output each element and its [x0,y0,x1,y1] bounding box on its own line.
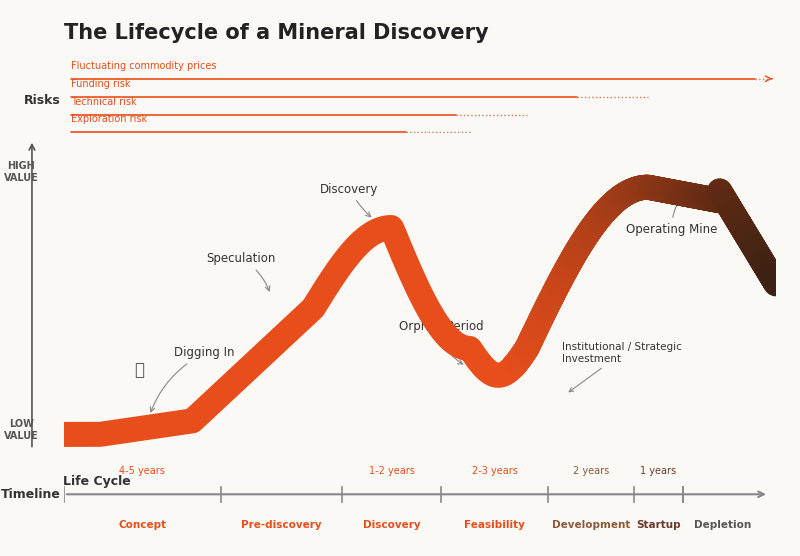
Text: 4-5 years: 4-5 years [119,466,166,476]
Text: Concept: Concept [118,520,166,530]
Text: Funding risk: Funding risk [71,79,130,89]
Text: 2-3 years: 2-3 years [472,466,518,476]
Text: Operating Mine: Operating Mine [626,198,718,236]
Text: Startup: Startup [636,520,681,530]
Text: Digging In: Digging In [150,346,235,412]
Text: Technical risk: Technical risk [71,97,137,107]
Text: The Lifecycle of a Mineral Discovery: The Lifecycle of a Mineral Discovery [64,23,489,43]
Text: Depletion: Depletion [694,520,751,530]
Text: Orphan Period: Orphan Period [398,320,483,364]
Text: Risks: Risks [24,93,61,107]
Text: Feasibility: Feasibility [464,520,525,530]
Text: 1-2 years: 1-2 years [369,466,414,476]
Text: Pre-discovery: Pre-discovery [241,520,322,530]
Text: Exploration risk: Exploration risk [71,114,147,124]
Text: LOW
VALUE: LOW VALUE [4,419,38,441]
Text: Timeline: Timeline [1,488,61,501]
Text: Speculation: Speculation [206,252,276,291]
Text: 2 years: 2 years [573,466,609,476]
Text: HIGH
VALUE: HIGH VALUE [4,161,38,183]
Text: Fluctuating commodity prices: Fluctuating commodity prices [71,61,217,71]
Text: Discovery: Discovery [320,182,378,217]
Text: Development: Development [552,520,630,530]
Text: Discovery: Discovery [362,520,420,530]
Text: ⛏: ⛏ [134,361,144,379]
Text: 1 years: 1 years [641,466,677,476]
Text: Institutional / Strategic
Investment: Institutional / Strategic Investment [562,342,682,392]
Text: Life Cycle: Life Cycle [63,475,131,488]
